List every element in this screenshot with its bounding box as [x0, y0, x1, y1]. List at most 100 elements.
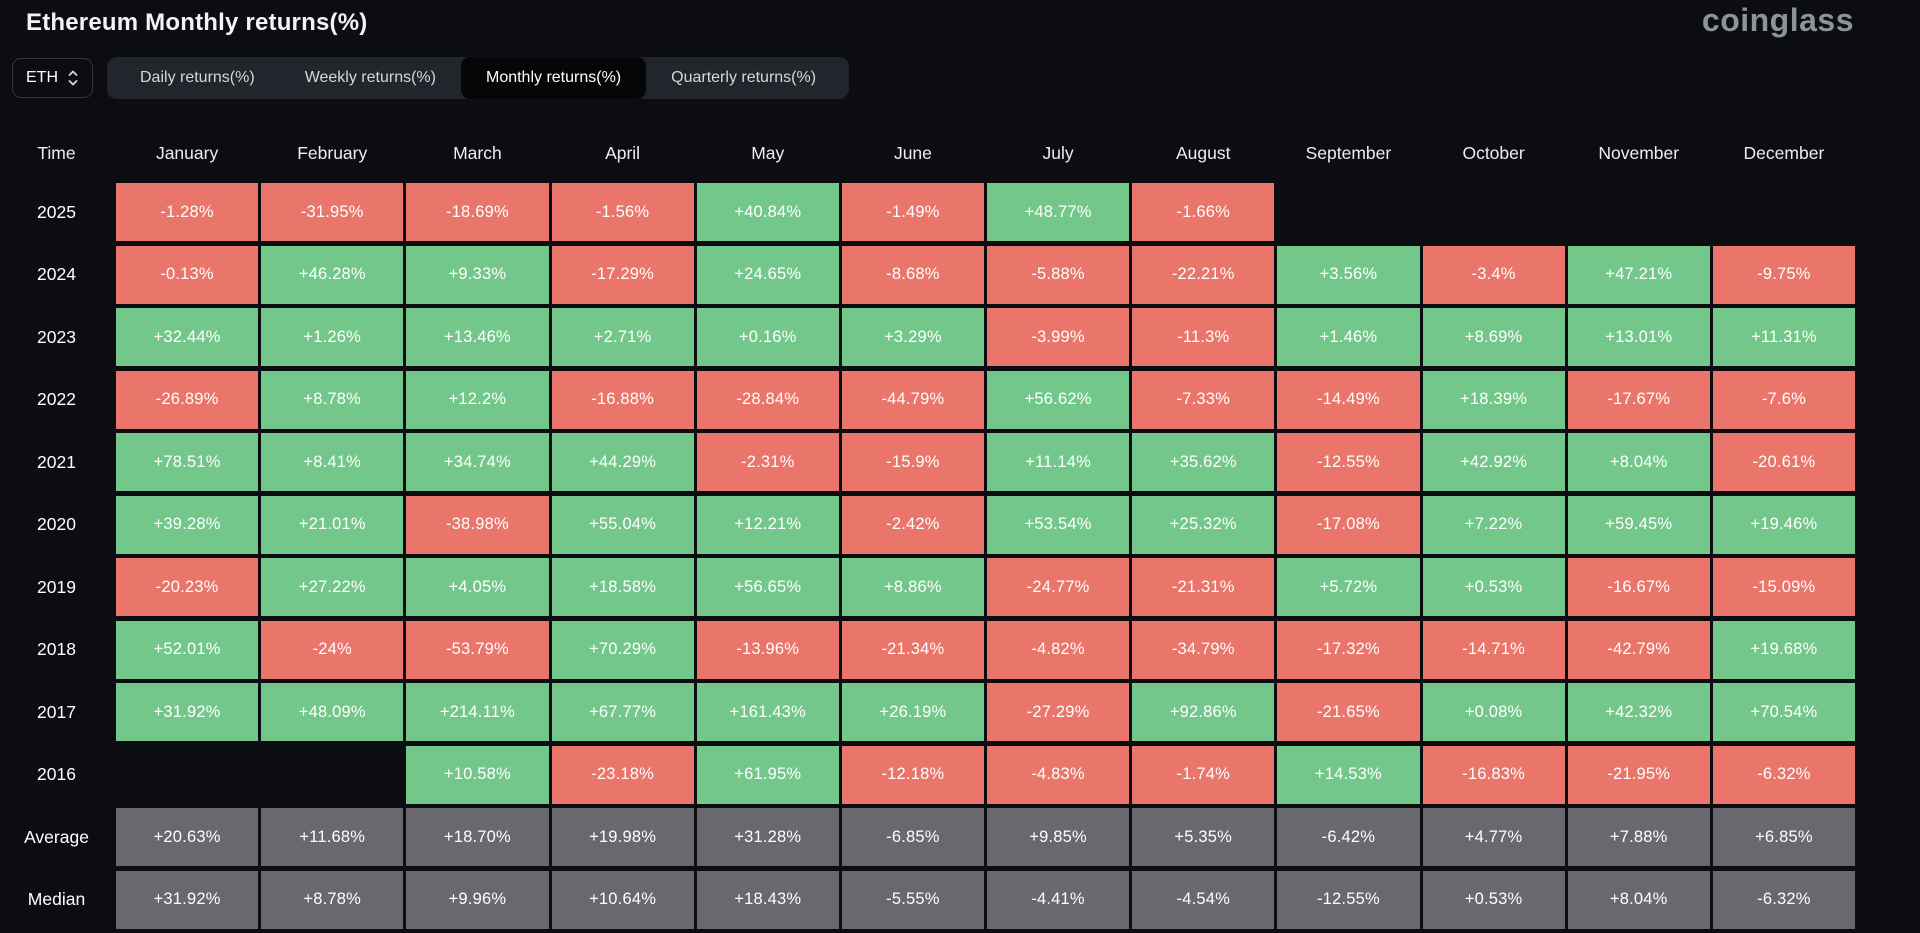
return-cell: -38.98% — [406, 495, 549, 554]
return-cell: +44.29% — [551, 433, 694, 491]
return-cell: -1.56% — [551, 183, 694, 241]
row-label: Average — [24, 826, 89, 847]
return-cell: -16.83% — [1422, 745, 1565, 804]
return-cell: -4.83% — [987, 745, 1130, 804]
return-cell: -1.74% — [1132, 745, 1275, 804]
return-cell: +19.98% — [551, 808, 694, 866]
return-cell: +27.22% — [261, 558, 404, 616]
page-title: Ethereum Monthly returns(%) — [26, 9, 368, 36]
return-cell: +24.65% — [696, 245, 839, 304]
return-cell: -17.67% — [1567, 370, 1710, 429]
month-column-header: December — [1743, 142, 1825, 163]
return-cell: +56.65% — [696, 558, 839, 616]
return-cell: +31.92% — [116, 683, 259, 741]
return-cell: +10.58% — [406, 745, 549, 804]
return-cell: -34.79% — [1132, 620, 1275, 679]
month-column-header: April — [605, 142, 641, 163]
return-cell: +4.77% — [1422, 808, 1565, 866]
tab-weekly-returns[interactable]: Weekly returns(%) — [304, 69, 436, 86]
return-cell: -31.95% — [261, 183, 404, 241]
return-cell: +47.21% — [1567, 245, 1710, 304]
return-cell: -17.29% — [551, 245, 694, 304]
tab-monthly-returns[interactable]: Monthly returns(%) — [460, 57, 647, 99]
return-cell: -16.88% — [551, 370, 694, 429]
return-cell: -12.55% — [1277, 433, 1420, 491]
symbol-select[interactable]: ETH — [12, 58, 93, 98]
return-cell: +11.31% — [1712, 308, 1855, 366]
return-cell: -13.96% — [696, 620, 839, 679]
return-cell: -11.3% — [1132, 308, 1275, 366]
return-cell: +48.09% — [261, 683, 404, 741]
return-cell: +19.46% — [1712, 495, 1855, 554]
return-cell: +18.43% — [696, 870, 839, 929]
return-cell: +31.92% — [116, 870, 259, 929]
return-cell: +53.54% — [987, 495, 1130, 554]
return-cell: -9.75% — [1712, 245, 1855, 304]
return-cell: -0.13% — [116, 245, 259, 304]
return-cell: -21.31% — [1132, 558, 1275, 616]
return-cell: -6.42% — [1277, 808, 1420, 866]
return-cell: +21.01% — [261, 495, 404, 554]
month-column-header: October — [1462, 142, 1525, 163]
updown-chevron-icon — [68, 70, 78, 86]
row-label: 2017 — [37, 701, 76, 722]
return-cell: +14.53% — [1277, 745, 1420, 804]
return-cell: +46.28% — [261, 245, 404, 304]
return-cell: +3.29% — [841, 308, 984, 366]
month-column-header: May — [751, 142, 785, 163]
month-column-header: January — [155, 142, 219, 163]
return-cell: +31.28% — [696, 808, 839, 866]
return-cell: -14.49% — [1277, 370, 1420, 429]
return-cell: +42.92% — [1422, 433, 1565, 491]
return-cell: -2.42% — [841, 495, 984, 554]
return-cell: -20.61% — [1712, 433, 1855, 491]
return-cell: -28.84% — [696, 370, 839, 429]
return-cell: +161.43% — [696, 683, 839, 741]
return-cell: +55.04% — [551, 495, 694, 554]
return-cell: +61.95% — [696, 745, 839, 804]
return-cell: +8.78% — [261, 870, 404, 929]
return-cell: +70.29% — [551, 620, 694, 679]
month-column-header: July — [1042, 142, 1074, 163]
return-cell: -24.77% — [987, 558, 1130, 616]
return-cell: +12.2% — [406, 370, 549, 429]
returns-heatmap-table: 2025 -1.28% -31.95% -18.69% -1.56% +40.84% -1.… — [0, 183, 1855, 929]
month-column-header: March — [453, 142, 502, 163]
return-cell: +39.28% — [116, 495, 259, 554]
return-cell: +9.33% — [406, 245, 549, 304]
return-cell: +40.84% — [696, 183, 839, 241]
return-cell: -42.79% — [1567, 620, 1710, 679]
row-label: 2016 — [37, 764, 76, 784]
row-label: 2020 — [37, 514, 76, 534]
empty-cell — [261, 746, 403, 804]
return-cell: +18.70% — [406, 808, 549, 866]
time-column-header: Time — [37, 142, 76, 163]
return-cell: -27.29% — [987, 683, 1130, 741]
return-cell: +8.04% — [1567, 870, 1710, 929]
tab-daily-returns[interactable]: Daily returns(%) — [140, 69, 255, 86]
month-column-header: June — [893, 142, 932, 163]
return-cell: +78.51% — [116, 433, 259, 491]
return-cell: -22.21% — [1132, 245, 1275, 304]
return-cell: -17.32% — [1277, 620, 1420, 679]
return-cell: +10.64% — [551, 870, 694, 929]
empty-cell — [1713, 183, 1855, 241]
return-cell: +2.71% — [551, 308, 694, 366]
return-cell: +70.54% — [1712, 683, 1855, 741]
return-cell: +19.68% — [1712, 620, 1855, 679]
return-cell: -7.33% — [1132, 370, 1275, 429]
return-cell: +11.68% — [261, 808, 404, 866]
return-cell: +13.01% — [1567, 308, 1710, 366]
return-cell: -1.66% — [1132, 183, 1275, 241]
return-cell: -1.28% — [116, 183, 259, 241]
return-cell: -8.68% — [841, 245, 984, 304]
return-cell: -6.32% — [1712, 870, 1855, 929]
return-cell: -4.54% — [1132, 870, 1275, 929]
return-cell: -20.23% — [116, 558, 259, 616]
return-cell: +8.04% — [1567, 433, 1710, 491]
tab-quarterly-returns[interactable]: Quarterly returns(%) — [671, 69, 817, 86]
return-cell: -12.18% — [841, 745, 984, 804]
return-cell: +1.46% — [1277, 308, 1420, 366]
return-cell: +26.19% — [841, 683, 984, 741]
return-cell: -3.4% — [1422, 245, 1565, 304]
